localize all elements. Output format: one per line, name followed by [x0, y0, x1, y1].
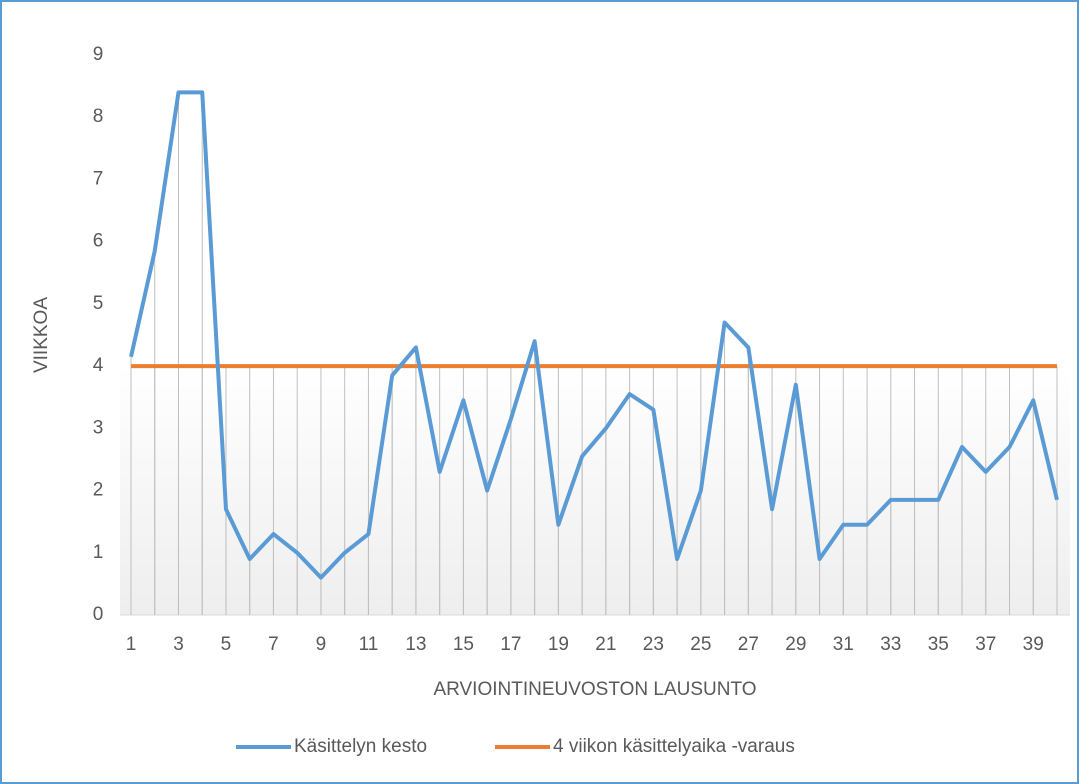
- legend-label: Käsittelyn kesto: [294, 736, 427, 757]
- x-tick-label: 17: [500, 634, 521, 655]
- y-tick-label: 2: [93, 480, 104, 501]
- plot-shade: [120, 365, 1070, 615]
- x-tick-label: 37: [975, 634, 996, 655]
- y-tick-label: 3: [93, 417, 104, 438]
- x-tick-label: 19: [548, 634, 569, 655]
- y-axis-label: VIIKKOA: [31, 297, 52, 373]
- y-tick-label: 6: [93, 231, 104, 252]
- y-tick-label: 0: [93, 604, 104, 625]
- x-axis-label: ARVIOINTINEUVOSTON LAUSUNTO: [433, 679, 756, 700]
- x-tick-label: 21: [595, 634, 616, 655]
- x-tick-label: 33: [880, 634, 901, 655]
- x-tick-label: 25: [690, 634, 711, 655]
- x-tick-label: 27: [738, 634, 759, 655]
- y-tick-label: 5: [93, 293, 104, 314]
- y-tick-label: 4: [93, 355, 104, 376]
- legend-label: 4 viikon käsittelyaika -varaus: [553, 736, 795, 757]
- x-tick-label: 3: [173, 634, 184, 655]
- y-tick-label: 8: [93, 106, 104, 127]
- x-tick-label: 23: [643, 634, 664, 655]
- y-tick-label: 9: [93, 44, 104, 65]
- y-tick-label: 7: [93, 168, 104, 189]
- x-tick-label: 1: [126, 634, 137, 655]
- x-tick-label: 29: [785, 634, 806, 655]
- x-tick-label: 15: [453, 634, 474, 655]
- x-tick-label: 11: [359, 634, 379, 655]
- x-tick-label: 9: [316, 634, 327, 655]
- x-tick-label: 35: [928, 634, 949, 655]
- y-tick-label: 1: [93, 542, 104, 563]
- x-tick-label: 31: [833, 634, 854, 655]
- x-tick-label: 39: [1023, 634, 1044, 655]
- x-tick-label: 7: [268, 634, 279, 655]
- line-series: [129, 90, 1059, 580]
- x-tick-label: 5: [221, 634, 232, 655]
- x-tick-label: 13: [405, 634, 426, 655]
